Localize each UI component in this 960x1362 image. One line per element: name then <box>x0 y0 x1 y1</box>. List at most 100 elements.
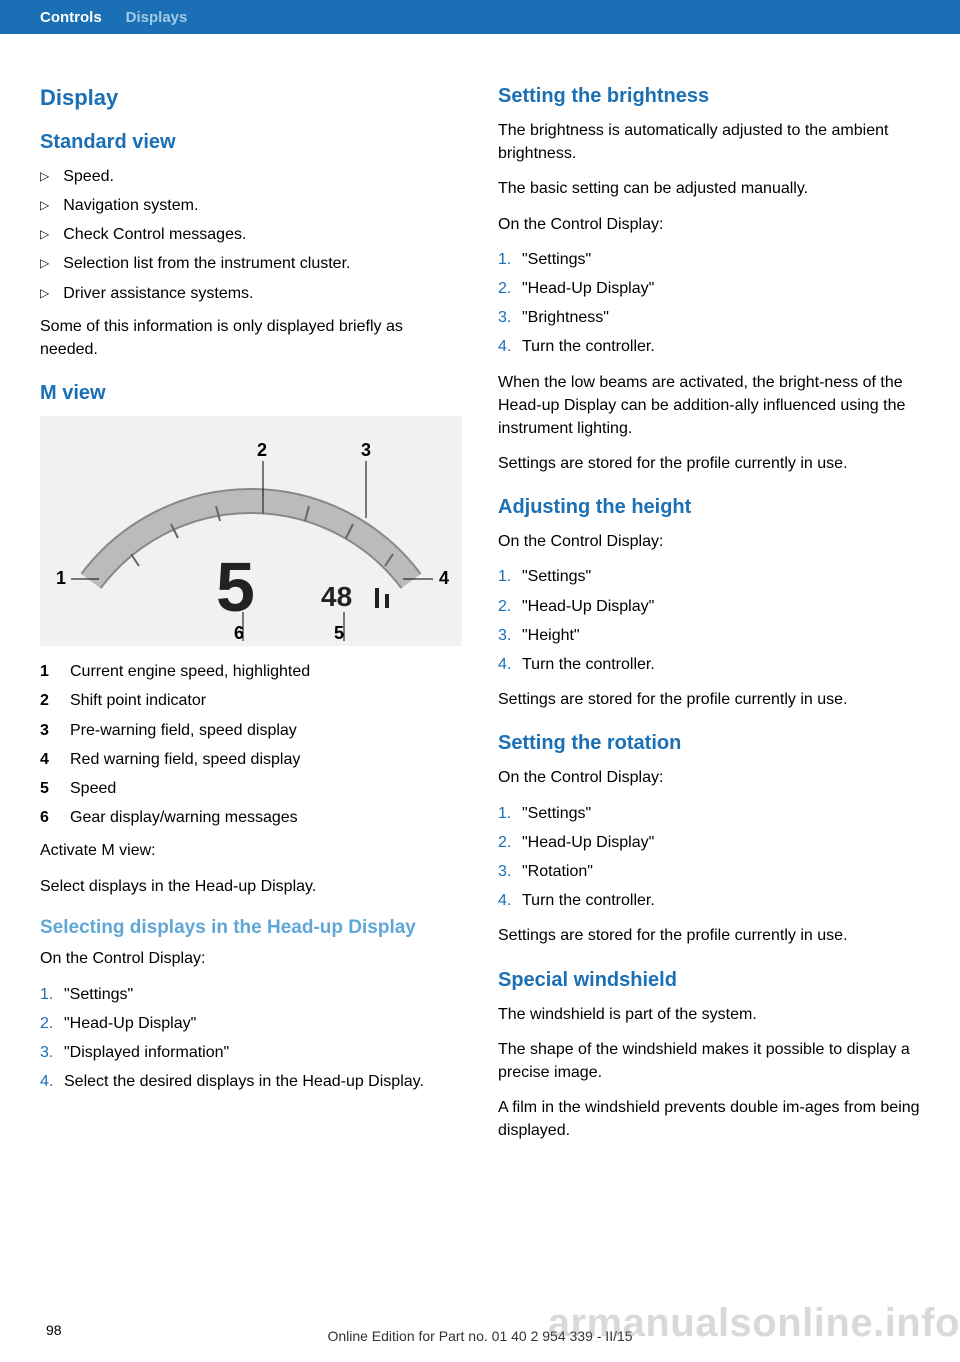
header-bar: Controls Displays <box>0 0 960 34</box>
step-num: 2. <box>498 277 522 300</box>
step-num: 1. <box>498 248 522 271</box>
legend-num: 4 <box>40 748 70 771</box>
right-column: Setting the brightness The brightness is… <box>498 82 920 1160</box>
bullet-text: Navigation system. <box>63 194 198 217</box>
bullet-icon: ▷ <box>40 168 49 185</box>
step-text: "Settings" <box>64 983 133 1006</box>
diagram-label-5: 5 <box>334 623 344 643</box>
step-num: 1. <box>40 983 64 1006</box>
step-text: "Brightness" <box>522 306 609 329</box>
height-steps: 1."Settings" 2."Head-Up Display" 3."Heig… <box>498 565 920 676</box>
m-view-svg: 1 2 3 4 5 6 5 48 <box>40 416 462 646</box>
windshield-p3: A film in the windshield prevents double… <box>498 1096 920 1142</box>
windshield-p2: The shape of the windshield makes it pos… <box>498 1038 920 1084</box>
bullet-text: Selection list from the instrument clust… <box>63 252 350 275</box>
bullet-text: Check Control messages. <box>63 223 246 246</box>
legend-num: 6 <box>40 806 70 829</box>
bullet-icon: ▷ <box>40 197 49 214</box>
diagram-label-6: 6 <box>234 623 244 643</box>
rotation-after: Settings are stored for the profile curr… <box>498 924 920 947</box>
m-view-legend: 1Current engine speed, highlighted 2Shif… <box>40 660 462 829</box>
watermark: armanualsonline.info <box>548 1301 960 1346</box>
bullet-icon: ▷ <box>40 255 49 272</box>
subheading-rotation: Setting the rotation <box>498 729 920 758</box>
m-view-diagram: 1 2 3 4 5 6 5 48 <box>40 416 462 646</box>
diagram-label-2: 2 <box>257 440 267 460</box>
subheading-standard-view: Standard view <box>40 128 462 157</box>
legend-num: 1 <box>40 660 70 683</box>
page-number: 98 <box>46 1322 62 1338</box>
bullet-icon: ▷ <box>40 226 49 243</box>
height-after: Settings are stored for the profile curr… <box>498 688 920 711</box>
brightness-steps: 1."Settings" 2."Head-Up Display" 3."Brig… <box>498 248 920 359</box>
section-m-view: M view <box>40 379 462 898</box>
diagram-label-1: 1 <box>56 568 66 588</box>
selecting-steps: 1."Settings" 2."Head-Up Display" 3."Disp… <box>40 983 462 1094</box>
legend-text: Speed <box>70 777 116 800</box>
step-num: 2. <box>498 831 522 854</box>
step-num: 4. <box>498 335 522 358</box>
step-num: 4. <box>498 889 522 912</box>
subheading-windshield: Special windshield <box>498 966 920 995</box>
bullet-icon: ▷ <box>40 285 49 302</box>
step-text: Turn the controller. <box>522 889 655 912</box>
activate-m-view-text: Select displays in the Head-up Display. <box>40 875 462 898</box>
subheading-height: Adjusting the height <box>498 493 920 522</box>
rotation-steps: 1."Settings" 2."Head-Up Display" 3."Rota… <box>498 802 920 913</box>
diagram-big-number: 5 <box>216 548 255 626</box>
step-text: "Displayed information" <box>64 1041 229 1064</box>
section-rotation: Setting the rotation On the Control Disp… <box>498 729 920 947</box>
brightness-p2: The basic setting can be adjusted manual… <box>498 177 920 200</box>
step-num: 3. <box>498 860 522 883</box>
brightness-after1: When the low beams are activated, the br… <box>498 371 920 441</box>
step-text: "Settings" <box>522 565 591 588</box>
header-tab-controls: Controls <box>40 9 102 26</box>
section-height: Adjusting the height On the Control Disp… <box>498 493 920 711</box>
step-text: "Head-Up Display" <box>64 1012 196 1035</box>
legend-num: 2 <box>40 689 70 712</box>
step-text: "Head-Up Display" <box>522 595 654 618</box>
section-standard-view: Standard view ▷ Speed. ▷ Navigation system… <box>40 128 462 361</box>
step-num: 3. <box>498 306 522 329</box>
legend-num: 5 <box>40 777 70 800</box>
section-selecting-displays: Selecting displays in the Head-up Displa… <box>40 916 462 1094</box>
content: Display Standard view ▷Speed. ▷Navigatio… <box>0 34 960 1160</box>
step-num: 3. <box>498 624 522 647</box>
standard-view-bullets: ▷ Speed. ▷ Navigation system. ▷ Check Contr… <box>40 165 462 305</box>
legend-text: Shift point indicator <box>70 689 206 712</box>
selecting-intro: On the Control Display: <box>40 947 462 970</box>
section-brightness: Setting the brightness The brightness is… <box>498 82 920 475</box>
legend-num: 3 <box>40 719 70 742</box>
diagram-label-3: 3 <box>361 440 371 460</box>
diagram-label-4: 4 <box>439 568 449 588</box>
legend-text: Gear display/warning messages <box>70 806 298 829</box>
footer: 98 Online Edition for Part no. 01 40 2 9… <box>0 1328 960 1344</box>
step-text: Turn the controller. <box>522 335 655 358</box>
activate-m-view-title: Activate M view: <box>40 839 462 862</box>
height-intro: On the Control Display: <box>498 530 920 553</box>
step-text: "Rotation" <box>522 860 593 883</box>
bullet-text: Speed. <box>63 165 114 188</box>
diagram-small-number: 48 <box>321 581 352 612</box>
subheading-brightness: Setting the brightness <box>498 82 920 111</box>
windshield-p1: The windshield is part of the system. <box>498 1003 920 1026</box>
bullet-text: Driver assistance systems. <box>63 282 253 305</box>
step-num: 2. <box>40 1012 64 1035</box>
legend-text: Current engine speed, highlighted <box>70 660 310 683</box>
section-windshield: Special windshield The windshield is par… <box>498 966 920 1143</box>
step-text: "Head-Up Display" <box>522 277 654 300</box>
left-column: Display Standard view ▷Speed. ▷Navigatio… <box>40 82 462 1160</box>
step-num: 4. <box>40 1070 64 1093</box>
brightness-intro: On the Control Display: <box>498 213 920 236</box>
legend-text: Pre-warning field, speed display <box>70 719 297 742</box>
header-tab-displays: Displays <box>126 9 188 26</box>
step-text: "Height" <box>522 624 580 647</box>
step-num: 1. <box>498 802 522 825</box>
step-text: "Settings" <box>522 248 591 271</box>
subheading-selecting-displays: Selecting displays in the Head-up Displa… <box>40 916 462 940</box>
step-text: Turn the controller. <box>522 653 655 676</box>
step-text: Select the desired displays in the Head-… <box>64 1070 424 1093</box>
legend-text: Red warning field, speed display <box>70 748 300 771</box>
rotation-intro: On the Control Display: <box>498 766 920 789</box>
step-num: 3. <box>40 1041 64 1064</box>
